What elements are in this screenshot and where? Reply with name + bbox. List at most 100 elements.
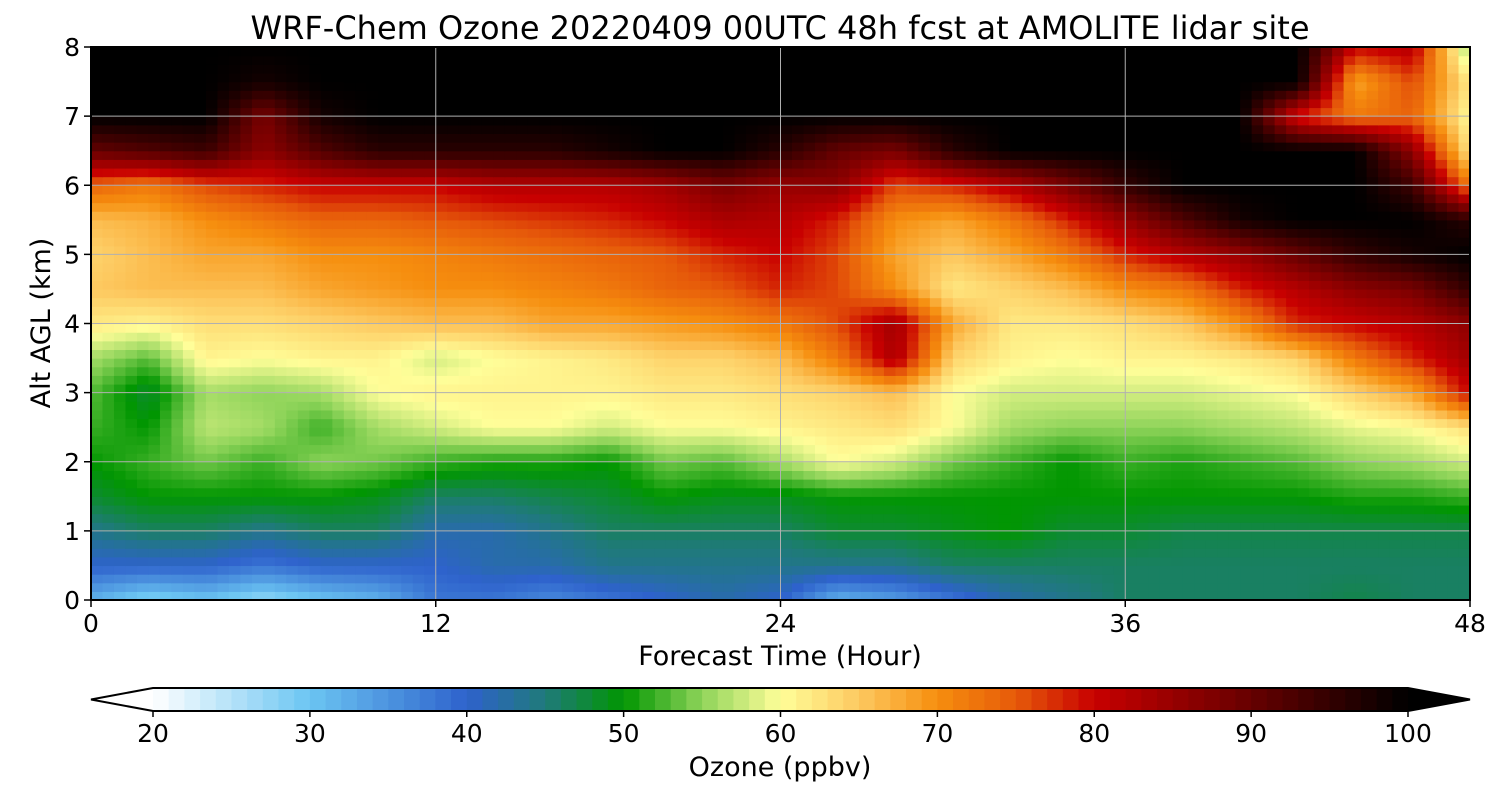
- heatmap-cell: [159, 340, 173, 351]
- heatmap-cell: [1217, 530, 1230, 541]
- heatmap-cell: [608, 358, 621, 368]
- heatmap-cell: [1159, 435, 1172, 446]
- heatmap-cell: [148, 530, 161, 541]
- heatmap-cell: [952, 297, 965, 307]
- heatmap-cell: [1148, 574, 1161, 584]
- heatmap-cell: [654, 280, 667, 290]
- heatmap-cell: [1090, 444, 1103, 454]
- heatmap-cell: [424, 574, 437, 584]
- heatmap-cell: [964, 496, 977, 506]
- heatmap-cell: [906, 237, 919, 247]
- heatmap-cell: [286, 565, 299, 575]
- heatmap-cell: [125, 349, 138, 359]
- heatmap-cell: [148, 435, 161, 446]
- heatmap-cell: [1171, 548, 1184, 558]
- heatmap-cell: [412, 409, 425, 420]
- heatmap-cell: [895, 461, 908, 471]
- heatmap-cell: [412, 340, 425, 351]
- heatmap-cell: [389, 263, 402, 273]
- heatmap-cell: [217, 314, 230, 325]
- heatmap-cell: [1355, 245, 1368, 255]
- heatmap-cell: [539, 263, 552, 273]
- heatmap-cell: [1458, 349, 1470, 359]
- heatmap-cell: [1102, 435, 1115, 446]
- heatmap-cell: [918, 366, 931, 376]
- heatmap-cell: [1355, 548, 1368, 558]
- heatmap-cell: [975, 582, 988, 592]
- heatmap-cell: [286, 383, 299, 394]
- heatmap-cell: [665, 254, 678, 264]
- heatmap-cell: [1274, 358, 1287, 368]
- heatmap-cell: [355, 401, 368, 411]
- heatmap-cell: [757, 418, 770, 428]
- heatmap-cell: [113, 323, 127, 333]
- heatmap-cell: [1136, 504, 1149, 515]
- heatmap-cell: [711, 375, 724, 385]
- heatmap-cell: [608, 556, 621, 567]
- heatmap-cell: [665, 306, 678, 316]
- heatmap-cell: [1067, 358, 1080, 368]
- heatmap-cell: [860, 314, 874, 325]
- heatmap-cell: [1240, 340, 1253, 351]
- heatmap-cell: [389, 487, 402, 497]
- heatmap-cell: [883, 375, 897, 385]
- heatmap-cell: [1343, 288, 1356, 299]
- heatmap-cell: [1320, 254, 1333, 264]
- heatmap-cell: [677, 280, 690, 290]
- heatmap-cell: [263, 470, 276, 480]
- heatmap-cell: [458, 254, 471, 264]
- heatmap-cell: [619, 263, 632, 273]
- heatmap-cell: [493, 591, 506, 600]
- heatmap-cell: [435, 479, 448, 489]
- heatmap-cell: [780, 271, 793, 281]
- heatmap-cell: [849, 409, 862, 420]
- heatmap-cell: [1067, 314, 1080, 325]
- heatmap-cell: [1320, 392, 1333, 402]
- heatmap-cell: [1332, 263, 1345, 273]
- heatmap-cell: [562, 271, 575, 281]
- heatmap-cell: [952, 401, 965, 411]
- heatmap-cell: [1343, 487, 1356, 497]
- heatmap-cell: [826, 479, 839, 489]
- heatmap-cell: [493, 254, 506, 264]
- heatmap-cell: [1458, 401, 1470, 411]
- heatmap-cell: [1056, 392, 1069, 402]
- heatmap-cell: [1079, 340, 1092, 351]
- heatmap-cell: [481, 401, 494, 411]
- heatmap-cell: [1136, 461, 1149, 471]
- heatmap-cell: [470, 435, 483, 446]
- heatmap-cell: [1389, 591, 1402, 600]
- heatmap-cell: [700, 496, 713, 506]
- heatmap-cell: [573, 254, 586, 264]
- heatmap-cell: [366, 245, 379, 255]
- heatmap-cell: [872, 496, 885, 506]
- heatmap-cell: [424, 237, 437, 247]
- heatmap-cell: [941, 574, 954, 584]
- heatmap-cell: [895, 548, 908, 558]
- heatmap-cell: [263, 530, 276, 541]
- heatmap-cell: [458, 383, 471, 394]
- heatmap-cell: [1309, 314, 1322, 325]
- heatmap-cell: [780, 427, 793, 437]
- heatmap-cell: [1458, 392, 1470, 402]
- heatmap-cell: [941, 479, 954, 489]
- heatmap-cell: [171, 556, 184, 567]
- heatmap-cell: [1205, 530, 1218, 541]
- heatmap-cell: [998, 496, 1011, 506]
- heatmap-cell: [286, 314, 299, 325]
- heatmap-cell: [424, 254, 437, 264]
- heatmap-cell: [240, 504, 253, 515]
- heatmap-cell: [504, 358, 517, 368]
- heatmap-cell: [1010, 392, 1023, 402]
- heatmap-cell: [205, 522, 219, 532]
- heatmap-cell: [1378, 496, 1391, 506]
- heatmap-cell: [481, 237, 494, 247]
- heatmap-cell: [228, 288, 241, 299]
- heatmap-cell: [998, 383, 1011, 394]
- heatmap-cell: [343, 297, 356, 307]
- heatmap-cell: [746, 496, 759, 506]
- heatmap-cell: [366, 254, 379, 264]
- heatmap-cell: [148, 582, 161, 592]
- heatmap-cell: [631, 340, 644, 351]
- heatmap-cell: [527, 263, 540, 273]
